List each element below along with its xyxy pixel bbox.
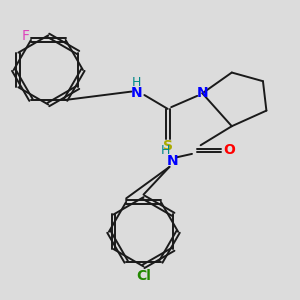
Text: H: H [132,76,141,89]
Text: Cl: Cl [136,269,151,283]
Text: F: F [22,29,30,44]
Text: O: O [223,143,235,158]
Text: N: N [167,154,179,168]
Text: N: N [196,86,208,100]
Text: N: N [131,86,142,100]
Text: H: H [160,144,170,157]
Text: S: S [163,139,173,153]
